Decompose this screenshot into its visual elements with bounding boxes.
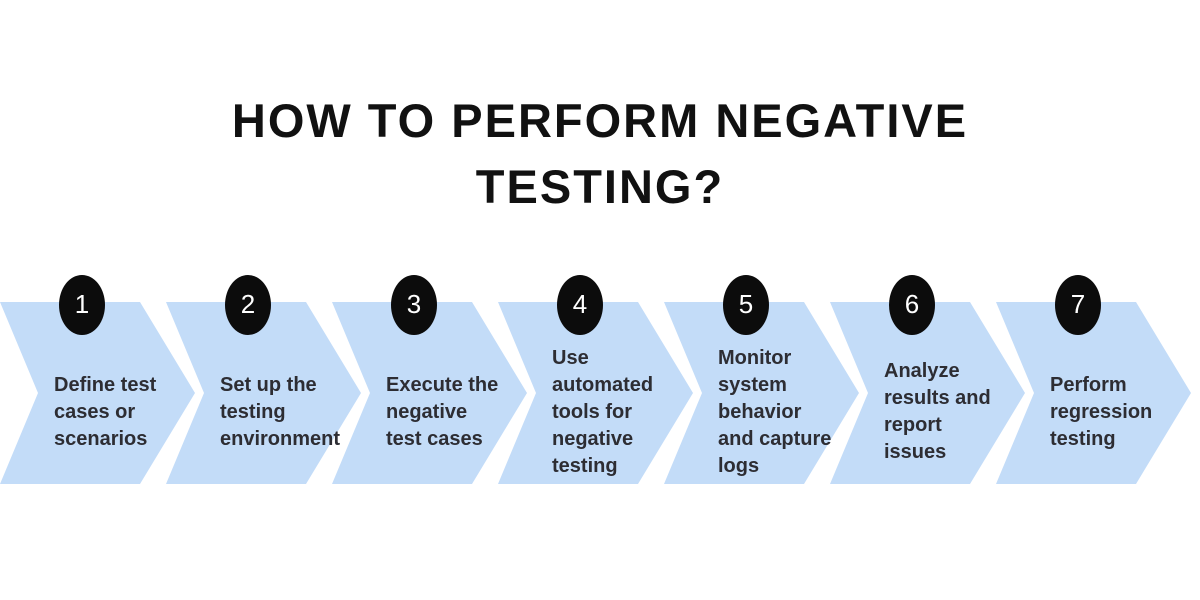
flow-step-2: 2 Set up the testing environment <box>166 275 361 485</box>
flow-step-5: 5 Monitor system behavior and capture lo… <box>664 275 859 485</box>
step-number-badge: 1 <box>59 275 105 335</box>
step-label: Analyze results and report issues <box>884 360 991 463</box>
flow-step-1: 1 Define test cases or scenarios <box>0 275 195 485</box>
step-label: Execute the negative test cases <box>386 373 499 450</box>
step-label: Perform regression testing <box>1050 373 1153 450</box>
flow-step-6: 6 Analyze results and report issues <box>830 275 1025 485</box>
flow-step-7: 7 Perform regression testing <box>996 275 1191 485</box>
step-number: 7 <box>1070 289 1086 319</box>
step-number-badge: 4 <box>557 275 603 335</box>
step-number-badge: 2 <box>225 275 271 335</box>
chevron-arrow-shape <box>996 302 1191 484</box>
chevron-arrow-shape <box>498 302 693 484</box>
step-number-badge: 5 <box>723 275 769 335</box>
chevron-arrow-shape <box>166 302 361 484</box>
chevron-arrow-shape <box>664 302 859 484</box>
step-number: 6 <box>904 289 920 319</box>
step-number: 4 <box>572 289 588 319</box>
flow-step-4: 4 Use automated tools for negative testi… <box>498 275 693 485</box>
chevron-arrow-shape <box>830 302 1025 484</box>
step-number-badge: 6 <box>889 275 935 335</box>
step-label: Define test cases or scenarios <box>54 373 157 450</box>
step-number: 1 <box>74 289 90 319</box>
step-number: 3 <box>406 289 422 319</box>
step-label: Set up the testing environment <box>220 373 341 450</box>
flow-step-3: 3 Execute the negative test cases <box>332 275 527 485</box>
step-number-badge: 7 <box>1055 275 1101 335</box>
step-label: Use automated tools for negative testing <box>552 346 654 477</box>
step-number-badge: 3 <box>391 275 437 335</box>
step-number: 5 <box>738 289 754 319</box>
step-number: 2 <box>240 289 256 319</box>
chevron-arrow-shape <box>332 302 527 484</box>
step-label: Monitor system behavior and capture logs <box>718 346 832 477</box>
page-title: HOW TO PERFORM NEGATIVE TESTING? <box>231 94 969 213</box>
chevron-arrow-shape <box>0 302 195 484</box>
